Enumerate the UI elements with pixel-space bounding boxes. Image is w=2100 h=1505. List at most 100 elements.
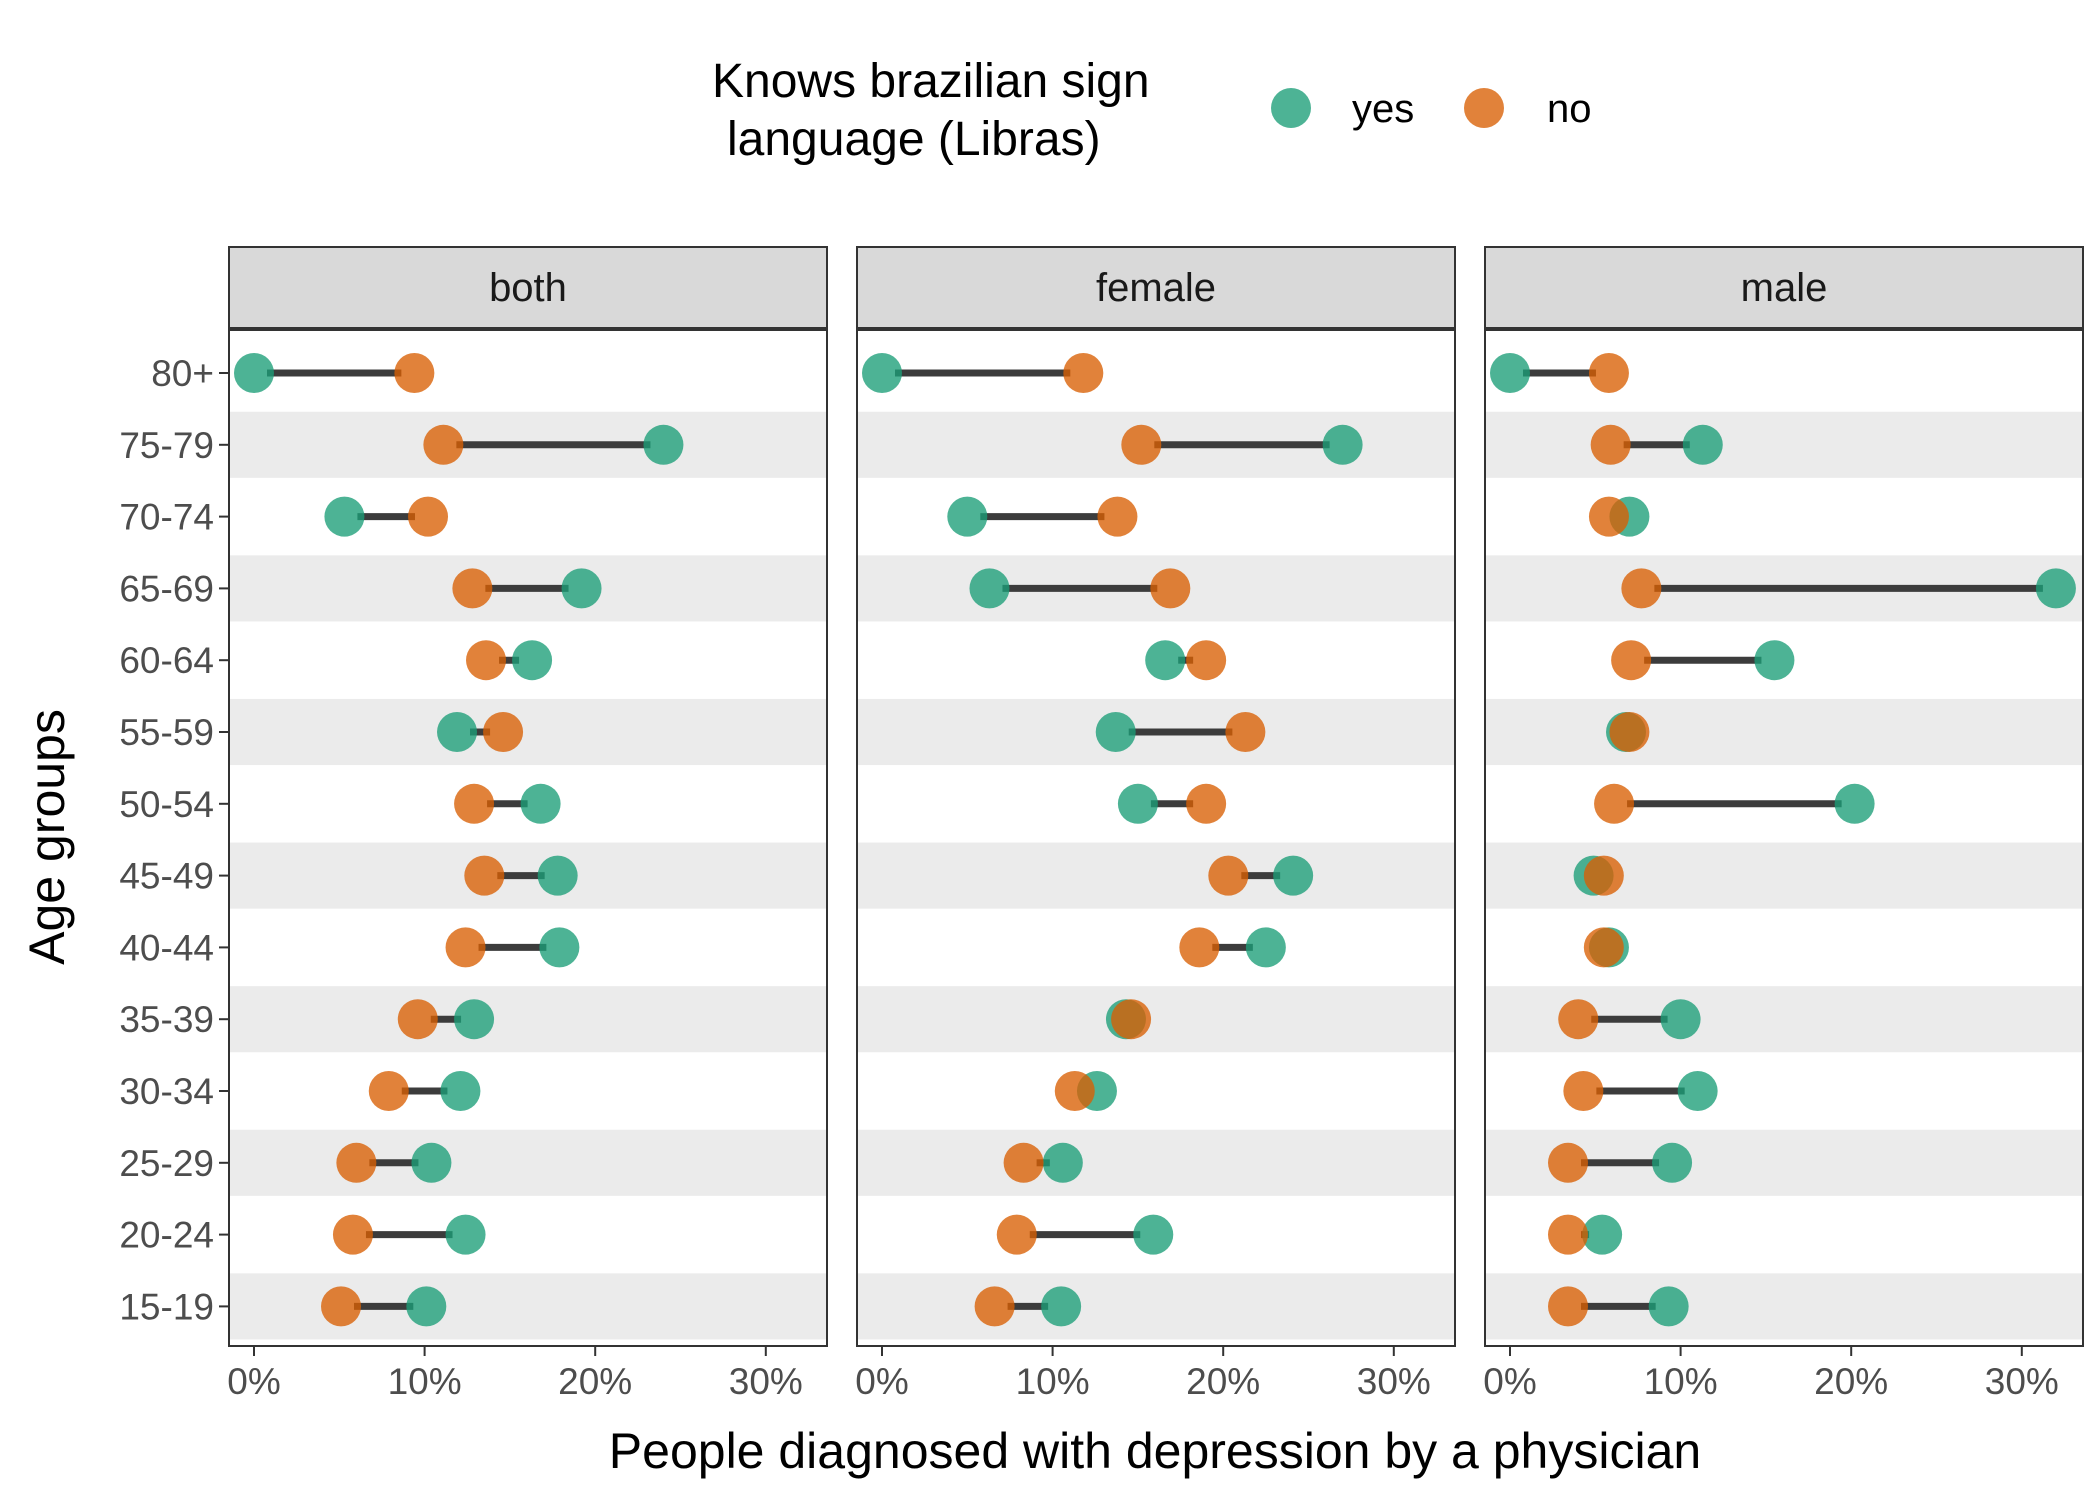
point-no-male-75-79	[1590, 424, 1631, 465]
legend-label-no: no	[1547, 87, 1592, 131]
y-tick-label-20-24: 20-24	[119, 1215, 214, 1256]
point-no-both-60-64	[466, 640, 507, 681]
row-band	[857, 842, 1455, 909]
x-tick-label: 20%	[1814, 1361, 1888, 1402]
x-axis-female: 0% 10% 20% 30%	[855, 1346, 1431, 1402]
point-yes-male-35-39	[1660, 999, 1701, 1040]
panel-female: female	[856, 246, 1456, 1347]
strip-male	[1484, 246, 2084, 329]
point-yes-both-45-49	[537, 855, 578, 896]
point-yes-female-55-59	[1095, 712, 1136, 752]
point-yes-female-15-19	[1041, 1286, 1082, 1327]
point-no-male-70-74	[1588, 496, 1629, 537]
point-yes-female-70-74	[947, 496, 988, 537]
point-yes-both-20-24	[445, 1214, 486, 1255]
point-no-female-25-29	[1003, 1142, 1044, 1183]
panel-border-both	[228, 329, 828, 1347]
point-yes-female-40-44	[1245, 927, 1286, 968]
point-no-female-60-64	[1186, 640, 1227, 681]
x-tick-label: 10%	[388, 1361, 462, 1402]
y-axis-title: Age groups	[19, 709, 75, 965]
y-tick-label-35-39: 35-39	[119, 999, 214, 1040]
y-tick-label-30-34: 30-34	[119, 1071, 214, 1112]
strip-female	[856, 246, 1456, 329]
point-no-male-20-24	[1548, 1214, 1589, 1255]
point-yes-male-20-24	[1582, 1214, 1623, 1255]
legend-title-line-2: language (Libras)	[727, 113, 1101, 166]
x-tick-label: 0%	[1483, 1361, 1536, 1402]
point-yes-male-15-19	[1648, 1286, 1689, 1327]
x-tick-label: 10%	[1644, 1361, 1718, 1402]
point-yes-both-65-69	[561, 568, 602, 609]
row-band	[229, 1273, 827, 1340]
y-tick-label-65-69: 65-69	[119, 568, 214, 609]
y-tick-label-75-79: 75-79	[119, 425, 214, 466]
strip-label-both: both	[489, 266, 567, 310]
point-no-female-50-54	[1186, 783, 1227, 824]
point-no-female-75-79	[1121, 424, 1162, 465]
x-tick-label: 0%	[855, 1361, 908, 1402]
y-tick-label-25-29: 25-29	[119, 1143, 214, 1184]
point-no-both-35-39	[397, 999, 438, 1040]
point-yes-both-60-64	[512, 640, 553, 681]
point-yes-both-25-29	[411, 1142, 452, 1183]
x-tick-label: 30%	[729, 1361, 803, 1402]
point-yes-male-60-64	[1754, 640, 1795, 681]
point-yes-both-15-19	[406, 1286, 447, 1327]
point-no-male-55-59	[1609, 712, 1650, 752]
point-no-both-75-79	[423, 424, 464, 465]
y-axis: 80+ 75-79 70-74 65-69 60-64 55-59 50-54 45-49 40…	[119, 353, 229, 1327]
x-axis-title: People diagnosed with depression by a ph…	[609, 1423, 1701, 1479]
y-tick-label-40-44: 40-44	[119, 927, 214, 968]
point-yes-both-55-59	[437, 712, 478, 752]
x-axis-male: 0% 10% 20% 30%	[1483, 1346, 2059, 1402]
point-no-both-15-19	[321, 1286, 362, 1327]
point-yes-both-80	[234, 353, 274, 393]
strip-both	[228, 246, 828, 329]
point-no-female-45-49	[1208, 855, 1249, 896]
point-yes-male-50-54	[1834, 783, 1875, 824]
point-no-male-35-39	[1558, 999, 1599, 1040]
y-tick-label-80: 80+	[151, 353, 214, 394]
point-yes-male-25-29	[1652, 1142, 1693, 1183]
point-no-female-80	[1063, 353, 1104, 393]
point-yes-female-65-69	[969, 568, 1010, 609]
row-band	[229, 698, 827, 766]
legend-key-yes	[1271, 88, 1311, 128]
point-no-female-65-69	[1150, 568, 1191, 609]
point-no-female-55-59	[1225, 712, 1266, 752]
y-tick-label-50-54: 50-54	[119, 784, 214, 825]
point-no-male-80	[1588, 353, 1629, 393]
point-no-both-25-29	[336, 1142, 377, 1183]
point-yes-female-50-54	[1117, 783, 1158, 824]
point-no-both-30-34	[368, 1071, 409, 1111]
panel-border-female	[856, 329, 1456, 1347]
point-no-both-80	[394, 353, 435, 393]
point-no-female-20-24	[996, 1214, 1037, 1255]
point-yes-female-75-79	[1322, 424, 1363, 465]
panel-both: both	[228, 246, 828, 1347]
y-tick-label-60-64: 60-64	[119, 640, 214, 681]
point-yes-female-45-49	[1273, 855, 1314, 896]
x-tick-label: 20%	[558, 1361, 632, 1402]
point-no-both-65-69	[452, 568, 493, 609]
panel-border-male	[1484, 329, 2084, 1347]
x-tick-label: 30%	[1985, 1361, 2059, 1402]
row-band	[229, 986, 827, 1053]
point-yes-male-80	[1490, 353, 1530, 393]
point-yes-both-50-54	[520, 783, 561, 824]
point-no-female-15-19	[974, 1286, 1015, 1327]
point-no-both-55-59	[483, 712, 524, 752]
x-tick-label: 30%	[1357, 1361, 1431, 1402]
row-band	[857, 1273, 1455, 1340]
point-no-both-50-54	[454, 783, 495, 824]
x-tick-label: 20%	[1186, 1361, 1260, 1402]
point-no-female-40-44	[1179, 927, 1220, 968]
point-yes-male-65-69	[2035, 568, 2076, 609]
point-yes-female-20-24	[1133, 1214, 1174, 1255]
legend-label-yes: yes	[1352, 87, 1414, 131]
row-band	[1485, 411, 2083, 478]
legend: Knows brazilian sign language (Libras) y…	[712, 55, 1592, 166]
